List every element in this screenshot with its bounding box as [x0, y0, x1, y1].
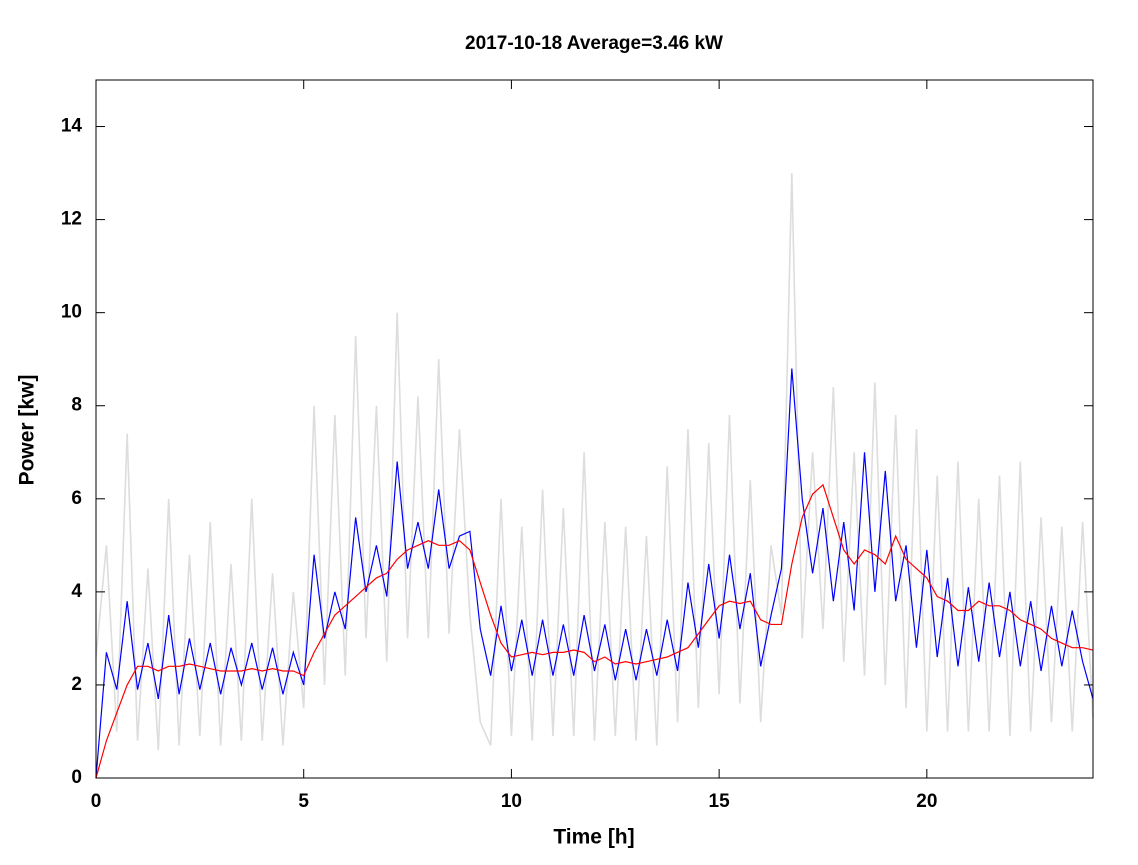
x-axis-label: Time [h]: [553, 826, 634, 849]
y-tick-label: 14: [61, 116, 83, 137]
x-tick-label: 0: [91, 791, 102, 812]
y-tick-label: 6: [71, 488, 82, 509]
y-tick-label: 12: [61, 209, 82, 230]
y-tick-label: 4: [71, 581, 82, 602]
x-tick-label: 5: [298, 791, 309, 812]
y-tick-label: 8: [71, 395, 82, 416]
y-axis-label: Power [kw]: [16, 375, 39, 486]
y-tick-label: 10: [61, 302, 82, 323]
x-tick-label: 15: [709, 791, 731, 812]
series-line: [95, 483, 1094, 779]
series-line: [95, 368, 1094, 779]
x-tick-label: 10: [501, 791, 522, 812]
y-tick-label: 0: [71, 767, 82, 788]
plot-frame: [95, 79, 1094, 779]
x-tick-label: 20: [916, 791, 937, 812]
y-tick-label: 2: [71, 674, 82, 695]
series-line: [95, 173, 1094, 751]
chart-title: 2017-10-18 Average=3.46 kW: [465, 33, 723, 54]
